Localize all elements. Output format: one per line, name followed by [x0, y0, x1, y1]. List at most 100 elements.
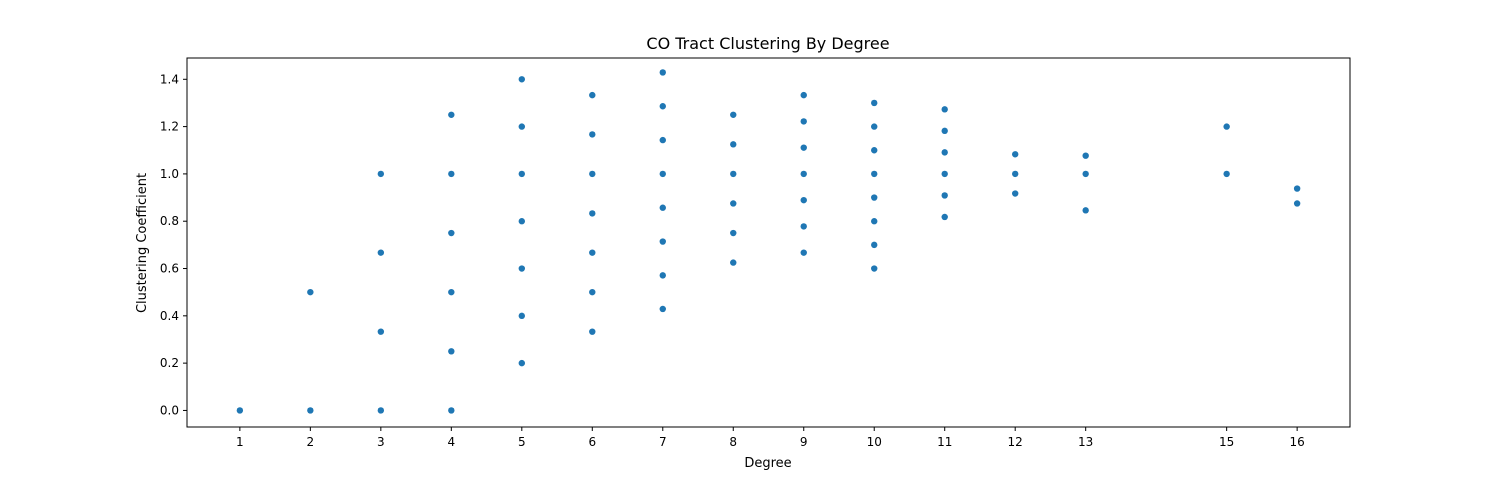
data-point [871, 218, 878, 225]
x-tick-label: 16 [1289, 435, 1304, 449]
y-tick-label: 0.8 [160, 214, 179, 228]
data-point [800, 249, 807, 256]
data-point [307, 288, 314, 296]
x-tick-label: 2 [307, 435, 315, 449]
x-tick-label: 12 [1008, 435, 1023, 449]
data-point [659, 272, 666, 279]
x-axis: 1 2 3 4 5 6 7 8 9 10 11 12 13 15 16 [236, 427, 1305, 449]
x-tick-label: 4 [447, 435, 455, 449]
x-tick-label: 10 [867, 435, 882, 449]
data-point [871, 99, 878, 107]
x-tick-label: 5 [518, 435, 526, 449]
data-point [800, 91, 807, 99]
y-axis: 0.0 0.2 0.4 0.6 0.8 1.0 1.2 1.4 [160, 72, 187, 417]
data-point [307, 407, 314, 414]
data-point [1223, 123, 1230, 130]
data-point [1223, 170, 1230, 178]
data-point [871, 194, 878, 201]
data-point [518, 312, 526, 320]
data-point [448, 348, 455, 355]
data-point [589, 328, 596, 335]
data-point [659, 69, 666, 76]
data-point [1011, 151, 1019, 158]
data-point [377, 249, 385, 256]
data-point [730, 141, 737, 148]
data-point [800, 170, 807, 178]
data-point [1082, 152, 1089, 159]
data-point [518, 359, 526, 367]
data-point [1011, 170, 1019, 178]
data-point [518, 265, 526, 272]
data-point [589, 91, 596, 99]
data-points [236, 69, 1301, 414]
data-point [730, 111, 737, 118]
data-point [589, 249, 596, 256]
plot-frame [186, 57, 1351, 428]
y-tick-label: 0.6 [160, 262, 179, 276]
y-tick-label: 1.4 [160, 72, 179, 86]
data-point [1082, 170, 1089, 178]
data-point [236, 407, 244, 414]
data-point [448, 170, 455, 178]
y-tick-label: 0.0 [160, 403, 179, 417]
data-point [377, 328, 385, 335]
x-tick-label: 7 [659, 435, 667, 449]
x-tick-label: 6 [588, 435, 596, 449]
data-point [518, 76, 526, 83]
data-point [800, 223, 807, 230]
x-tick-label: 1 [236, 435, 244, 449]
data-point [941, 170, 948, 178]
data-point [448, 288, 455, 296]
data-point [589, 288, 596, 296]
data-point [871, 170, 878, 178]
data-point [448, 111, 455, 118]
data-point [1293, 185, 1301, 192]
data-point [941, 127, 948, 135]
chart-title: CO Tract Clustering By Degree [646, 34, 889, 53]
data-point [730, 259, 737, 266]
data-point [941, 192, 948, 199]
x-axis-label: Degree [744, 456, 791, 471]
data-point [659, 103, 666, 110]
data-point [871, 241, 878, 249]
x-tick-label: 15 [1219, 435, 1234, 449]
x-tick-label: 9 [800, 435, 808, 449]
data-point [659, 238, 666, 245]
data-point [1293, 200, 1301, 207]
data-point [730, 170, 737, 178]
data-point [518, 123, 526, 130]
y-tick-label: 1.2 [160, 120, 179, 134]
x-tick-label: 3 [377, 435, 385, 449]
data-point [377, 407, 385, 414]
data-point [659, 170, 666, 178]
y-axis-label: Clustering Coefficient [135, 173, 150, 313]
data-point [730, 229, 737, 237]
data-point [800, 196, 807, 204]
data-point [800, 118, 807, 125]
data-point [659, 204, 666, 211]
data-point [941, 106, 948, 113]
y-tick-label: 0.4 [160, 309, 179, 323]
data-point [1011, 190, 1019, 197]
data-point [659, 136, 666, 144]
data-point [1082, 207, 1089, 214]
data-point [589, 170, 596, 178]
y-tick-label: 1.0 [160, 167, 179, 181]
data-point [659, 305, 666, 313]
y-tick-label: 0.2 [160, 356, 179, 370]
data-point [448, 407, 455, 414]
x-tick-label: 11 [937, 435, 952, 449]
data-point [730, 200, 737, 207]
data-point [518, 218, 526, 225]
data-point [871, 123, 878, 130]
data-point [941, 213, 948, 221]
data-point [589, 210, 596, 217]
data-point [871, 265, 878, 272]
data-point [377, 170, 385, 178]
data-point [589, 131, 596, 138]
data-point [871, 147, 878, 154]
data-point [448, 229, 455, 237]
data-point [941, 149, 948, 156]
x-tick-label: 8 [729, 435, 737, 449]
